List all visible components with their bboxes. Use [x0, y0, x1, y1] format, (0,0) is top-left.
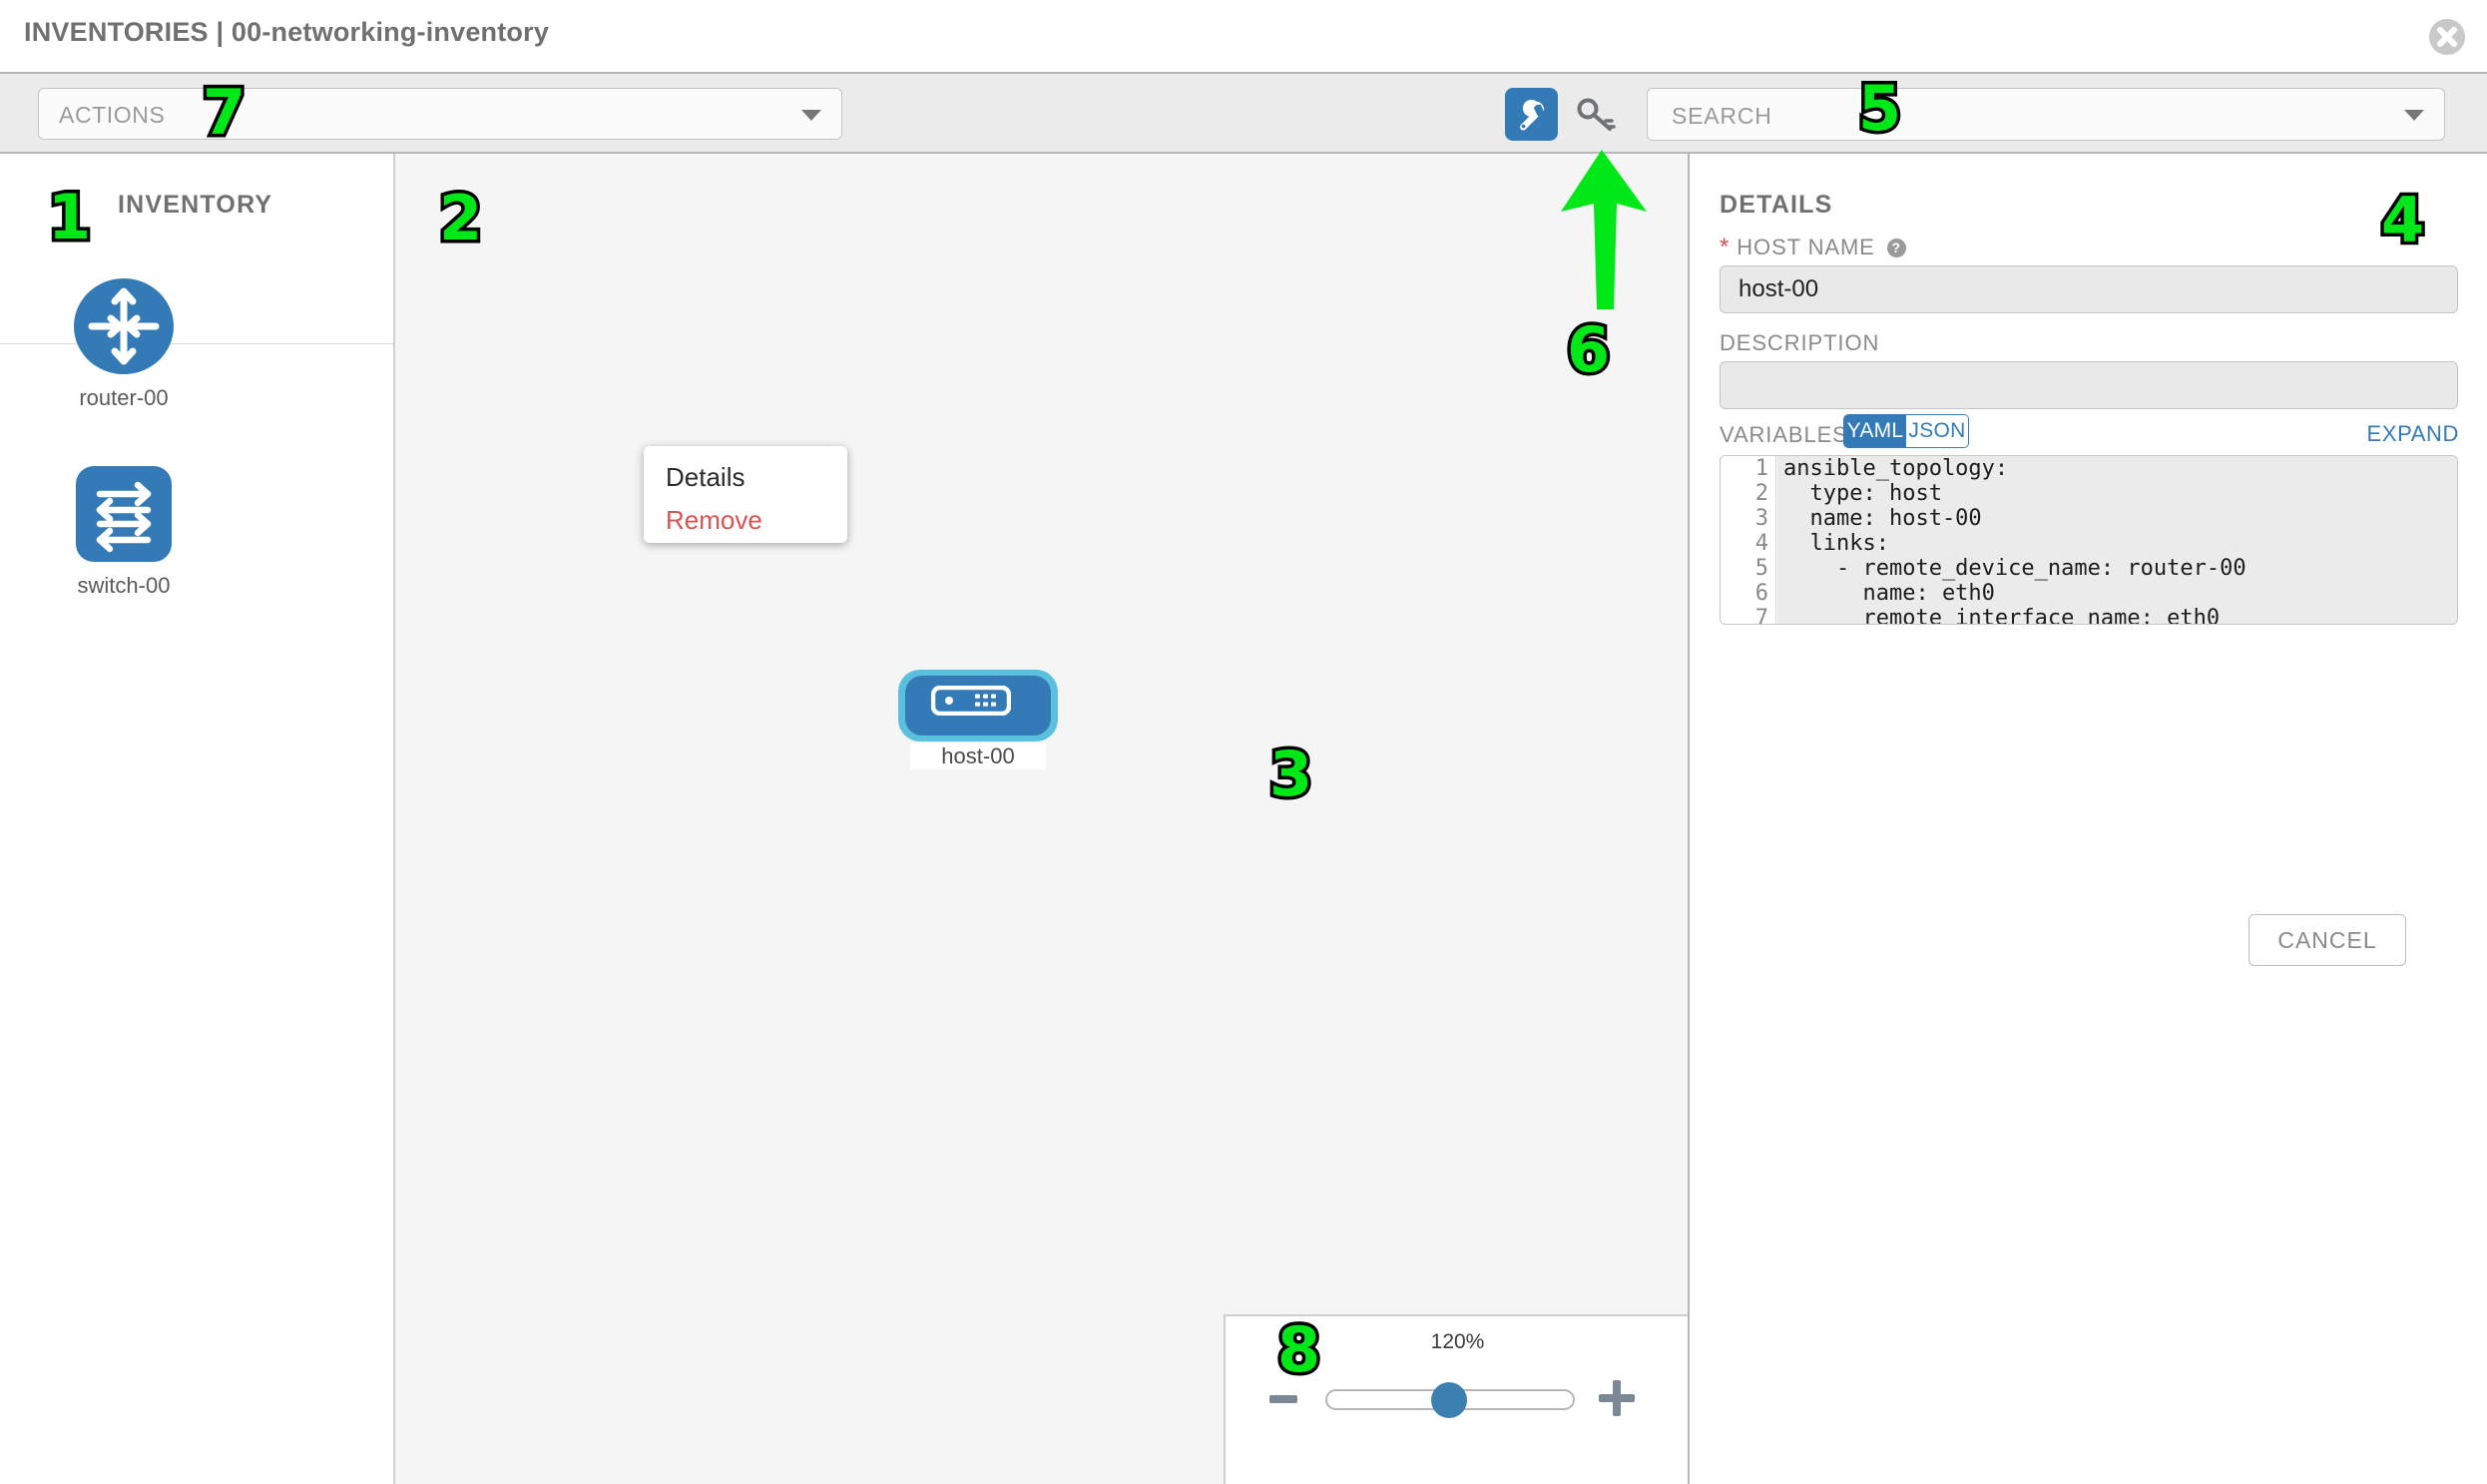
minus-icon[interactable]	[1269, 1395, 1297, 1403]
line-number: 3	[1754, 506, 1768, 531]
inventory-item-router[interactable]: router-00	[24, 275, 224, 411]
editor-line-number-gutter: 1 2 3 4 5 6 7	[1721, 456, 1776, 624]
line-number: 1	[1754, 456, 1768, 481]
code-line: - remote_device_name: router-00	[1783, 556, 2246, 581]
description-label: DESCRIPTION	[1720, 330, 1880, 355]
format-toggle-json[interactable]: JSON	[1906, 415, 1968, 447]
line-number: 4	[1754, 531, 1768, 556]
server-host-icon	[930, 685, 1012, 721]
host-name-label-text: HOST NAME	[1737, 235, 1875, 259]
context-menu-item-remove[interactable]: Remove	[666, 505, 762, 535]
description-field[interactable]	[1720, 361, 2458, 409]
divider	[0, 343, 393, 344]
code-line: name: host-00	[1783, 506, 1982, 531]
host-name-label: * HOST NAME ?	[1720, 234, 1906, 261]
router-icon	[24, 275, 224, 377]
topology-node-host[interactable]: host-00	[898, 670, 1058, 769]
context-menu-item-details[interactable]: Details	[666, 462, 746, 492]
inventory-item-switch[interactable]: switch-00	[24, 463, 224, 599]
chevron-down-icon[interactable]	[2404, 110, 2424, 121]
line-number: 6	[1754, 581, 1768, 606]
actions-dropdown[interactable]: ACTIONS	[38, 88, 842, 140]
window-title-bar: INVENTORIES | 00-networking-inventory	[0, 0, 2487, 72]
page-title: INVENTORIES | 00-networking-inventory	[24, 17, 550, 47]
variables-code-editor[interactable]: 1 2 3 4 5 6 7 ansible_topology: type: ho…	[1720, 455, 2458, 625]
code-line: type: host	[1783, 481, 1942, 506]
actions-dropdown-label: ACTIONS	[59, 102, 166, 128]
line-number: 5	[1754, 556, 1768, 581]
required-marker: *	[1720, 234, 1731, 260]
editor-code-area[interactable]: ansible_topology: type: host name: host-…	[1777, 456, 2457, 624]
topology-node-label: host-00	[910, 743, 1046, 769]
key-icon[interactable]	[1575, 96, 1617, 134]
line-number: 2	[1754, 481, 1768, 506]
topology-canvas[interactable]: host-00 Details Remove 120%	[395, 154, 1690, 1484]
expand-variables-link[interactable]: EXPAND	[2366, 421, 2459, 446]
inventory-item-label: router-00	[79, 385, 169, 410]
search-placeholder: SEARCH	[1672, 103, 1772, 129]
inventory-panel: INVENTORY router-00	[0, 154, 395, 1484]
format-toggle-yaml[interactable]: YAML	[1844, 415, 1906, 447]
search-input[interactable]: SEARCH	[1647, 88, 2445, 141]
code-line: name: eth0	[1783, 581, 1995, 606]
chevron-down-icon	[801, 110, 821, 121]
variables-label-text: VARIABLES	[1720, 422, 1848, 447]
wrench-icon[interactable]	[1505, 88, 1558, 141]
zoom-percent-label: 120%	[1430, 1330, 1485, 1353]
code-line: remote_interface_name: eth0	[1783, 606, 2221, 625]
code-line: links:	[1783, 531, 1889, 556]
host-name-field[interactable]	[1720, 265, 2458, 313]
zoom-slider-thumb[interactable]	[1431, 1382, 1467, 1418]
code-line: ansible_topology:	[1783, 456, 2009, 481]
cancel-button[interactable]: CANCEL	[2248, 914, 2406, 966]
details-panel: DETAILS * HOST NAME ? DESCRIPTION VARIAB…	[1692, 154, 2487, 1484]
details-panel-title: DETAILS	[1720, 191, 1833, 219]
inventory-item-label: switch-00	[77, 573, 171, 598]
node-context-menu[interactable]: Details Remove	[644, 446, 847, 543]
inventory-panel-title: INVENTORY	[118, 191, 273, 219]
switch-icon	[24, 463, 224, 565]
variables-format-toggle[interactable]: YAML JSON	[1843, 414, 1969, 448]
plus-icon[interactable]	[1599, 1380, 1635, 1416]
line-number: 7	[1754, 606, 1768, 625]
close-icon[interactable]	[2429, 19, 2465, 55]
toolbar: ACTIONS SEARCH	[0, 72, 2487, 154]
question-circle-icon[interactable]: ?	[1886, 239, 1906, 257]
zoom-control: 120%	[1224, 1314, 1688, 1484]
